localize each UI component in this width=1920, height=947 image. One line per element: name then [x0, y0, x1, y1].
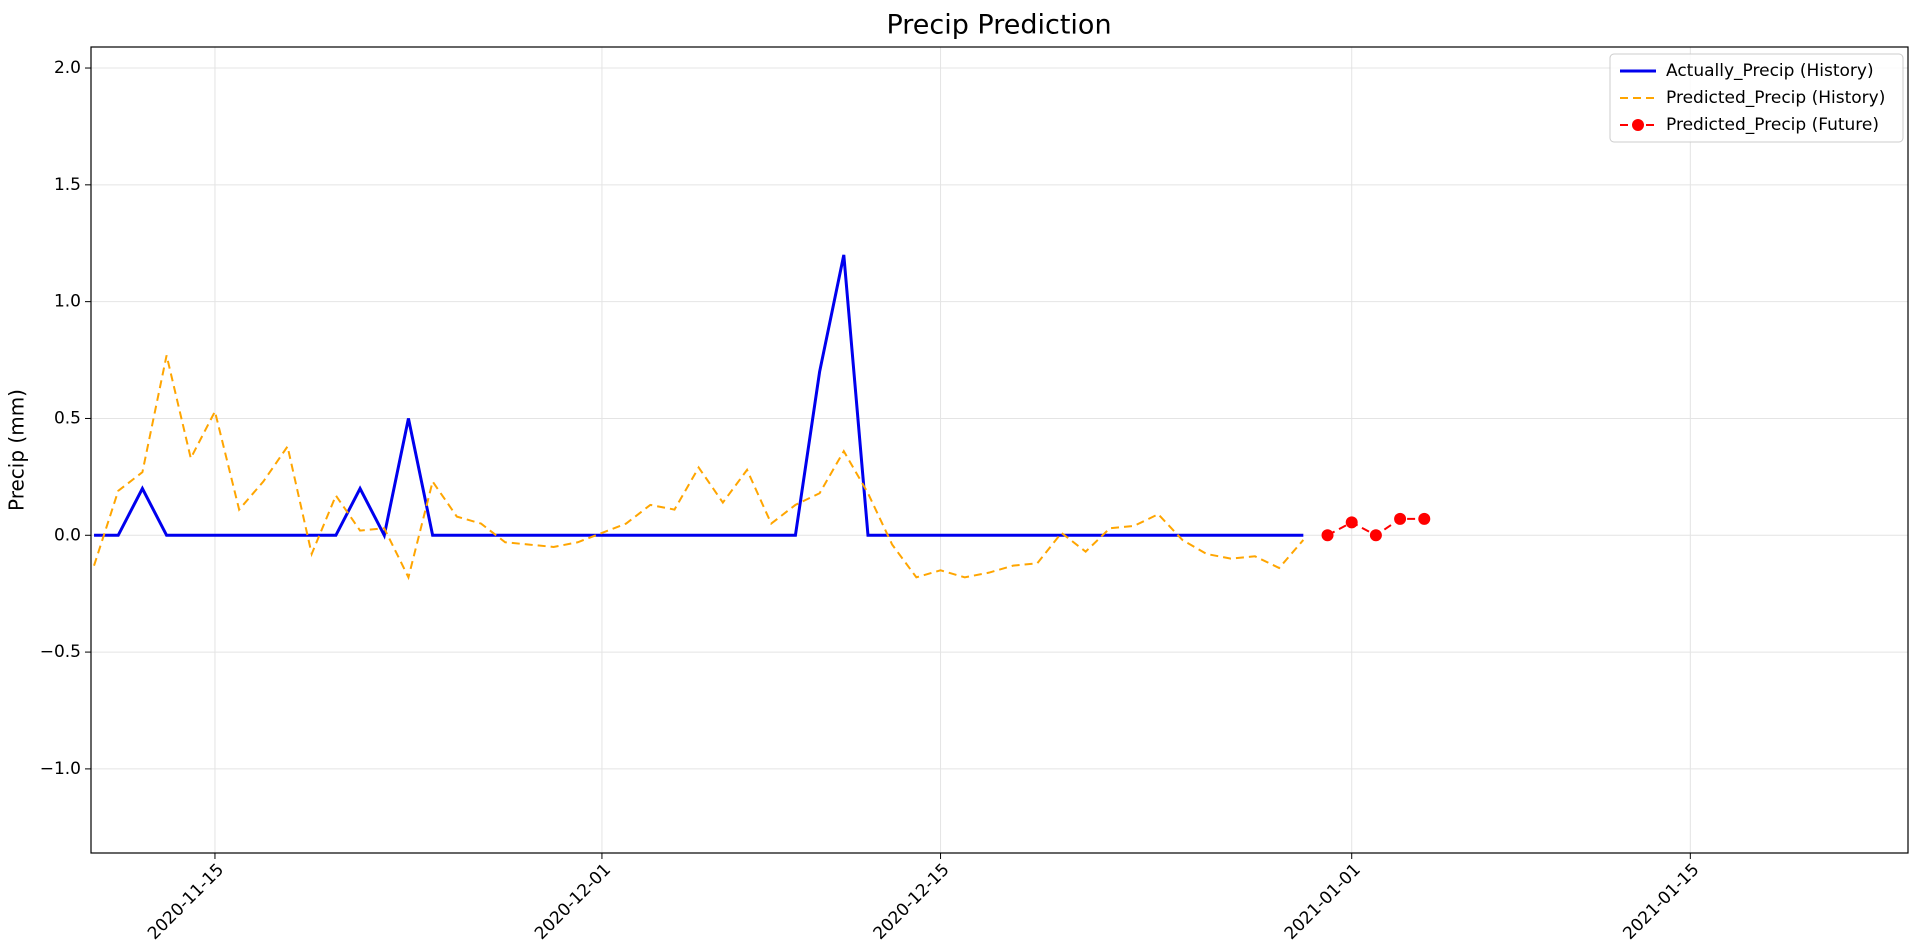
marker: [1345, 516, 1358, 529]
plot-frame: [90, 46, 1909, 854]
chart-title: Precip Prediction: [886, 10, 1111, 41]
x-tick-label: 2020-12-15: [870, 860, 954, 944]
y-axis-label: Precip (mm): [5, 389, 29, 511]
marker: [1321, 529, 1334, 542]
legend-label: Predicted_Precip (History): [1666, 88, 1885, 108]
x-tick-label: 2020-11-15: [144, 860, 228, 944]
legend-label: Predicted_Precip (Future): [1666, 115, 1879, 135]
legend-label: Actually_Precip (History): [1666, 61, 1874, 81]
y-tick-label: 0.5: [54, 408, 81, 428]
line: [94, 254, 1304, 540]
y-tick-label: 1.5: [54, 175, 81, 195]
y-tick-label: −0.5: [40, 642, 81, 662]
y-tick-label: −1.0: [40, 759, 81, 779]
line: [93, 355, 1305, 581]
marker: [1418, 512, 1431, 525]
y-tick-label: 1.0: [54, 292, 81, 312]
legend-marker: [1632, 119, 1644, 131]
x-tick-label: 2021-01-15: [1619, 860, 1703, 944]
y-tick-label: 0.0: [54, 525, 81, 545]
x-tick-label: 2020-12-01: [531, 860, 615, 944]
x-tick-label: 2021-01-01: [1281, 860, 1365, 944]
marker: [1394, 512, 1407, 525]
y-tick-label: 2.0: [54, 58, 81, 78]
marker: [1369, 529, 1382, 542]
legend-box: [1609, 53, 1904, 143]
